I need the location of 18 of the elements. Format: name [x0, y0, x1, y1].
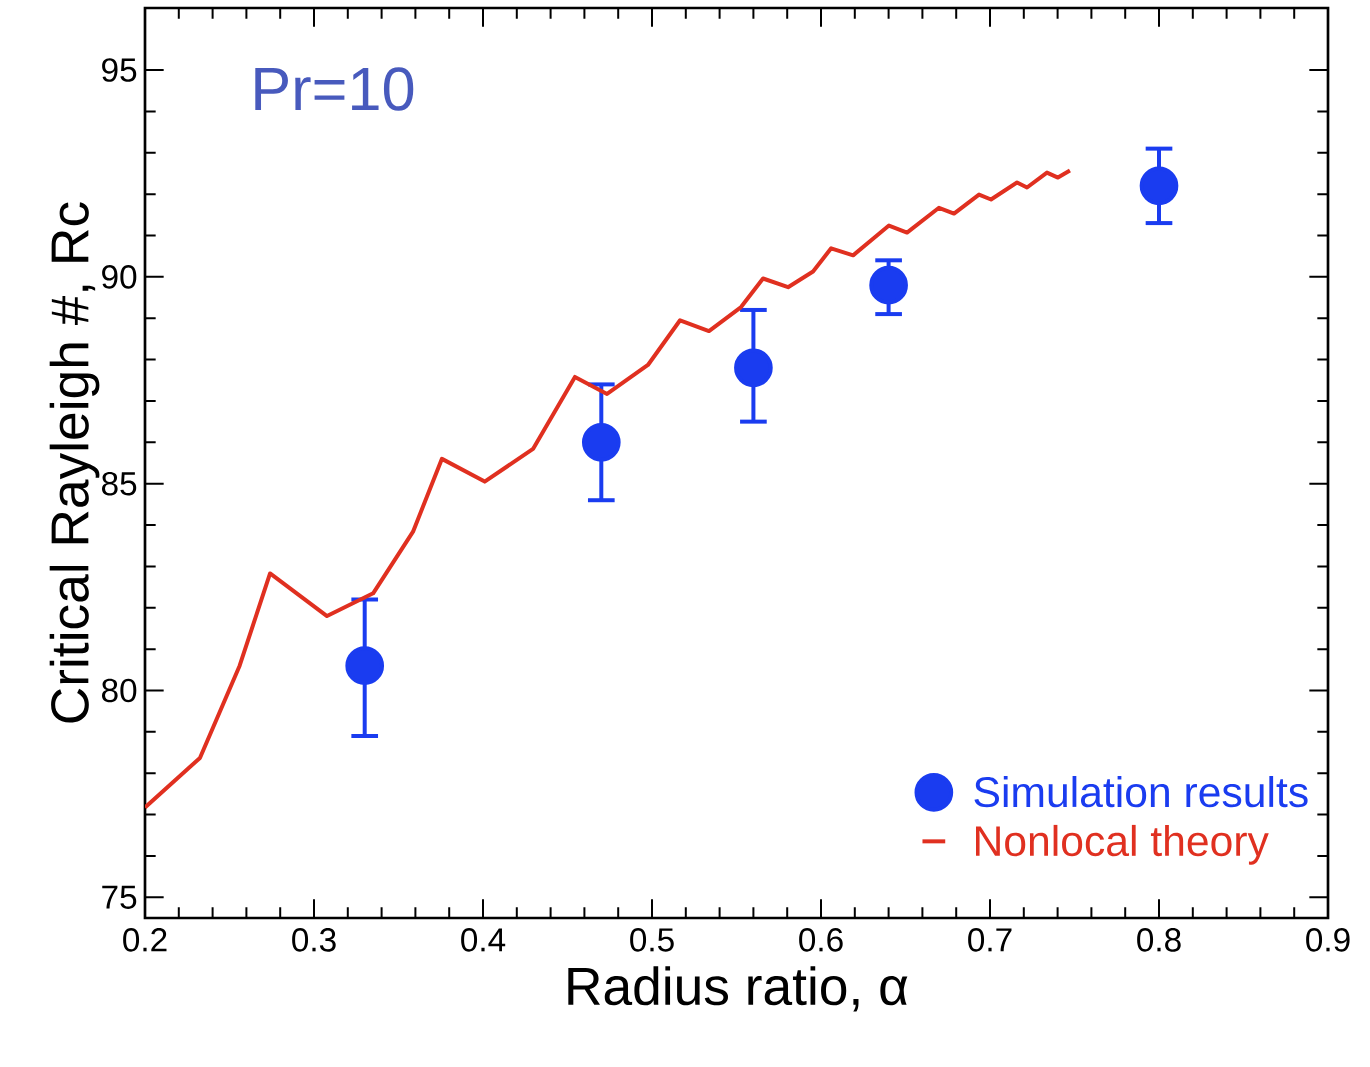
x-tick-label: 0.2 — [123, 928, 167, 952]
y-tick-label: 85 — [101, 471, 137, 496]
x-tick-label: 0.4 — [461, 928, 506, 952]
y-axis-title: Critical Rayleigh #, Rc — [49, 202, 100, 723]
y-tick-label: 80 — [101, 678, 137, 703]
legend-label: Simulation results — [974, 775, 1308, 808]
y-tick-label: 90 — [102, 265, 137, 289]
x-tick-label: 0.6 — [799, 928, 843, 952]
y-tick-label: 75 — [102, 885, 137, 909]
x-tick-label: 0.8 — [1137, 928, 1181, 952]
legend-label: Nonlocal theory — [976, 824, 1269, 865]
y-tick-label: 95 — [102, 58, 137, 82]
x-axis-title: Radius ratio, α — [568, 966, 908, 1012]
x-tick-label: 0.3 — [292, 928, 336, 952]
annotation: Pr=10 — [255, 67, 414, 111]
x-tick-label: 0.9 — [1306, 928, 1350, 952]
x-tick-label: 0.7 — [968, 928, 1012, 952]
x-tick-label: 0.5 — [630, 928, 674, 952]
